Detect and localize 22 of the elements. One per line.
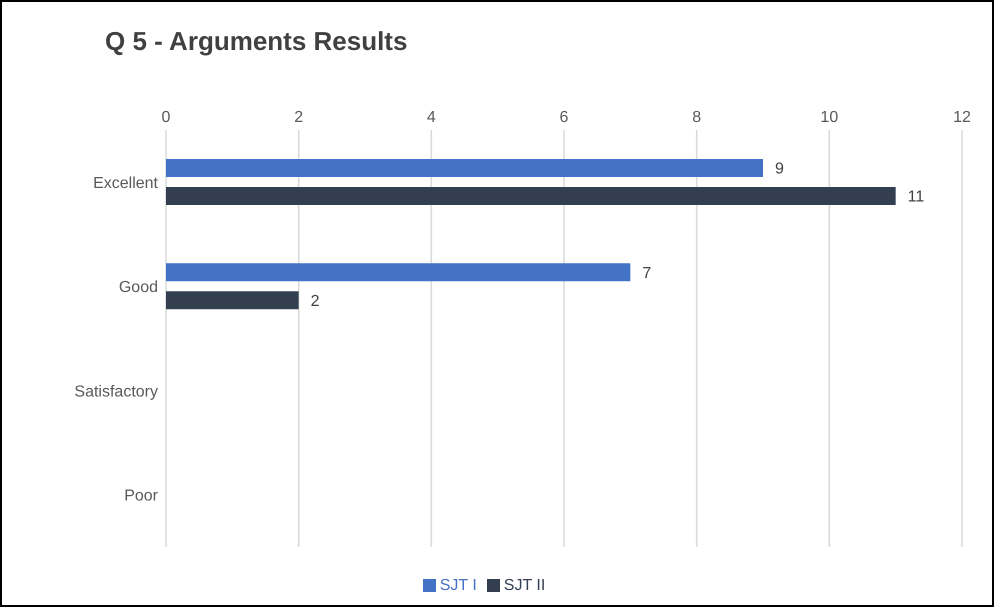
legend-label: SJT II	[504, 577, 546, 594]
bar	[166, 291, 299, 310]
y-tick-label: Poor	[124, 488, 159, 505]
data-label: 11	[908, 188, 924, 206]
chart-title: Q 5 - Arguments Results	[105, 26, 408, 57]
y-tick-label: Good	[118, 279, 158, 296]
data-label: 9	[775, 160, 784, 178]
bar	[166, 263, 630, 282]
x-tick-label: 2	[294, 109, 304, 126]
bar	[166, 159, 763, 177]
data-label: 7	[642, 264, 652, 282]
y-tick-label: Excellent	[93, 174, 159, 192]
x-tick-label: 4	[426, 109, 436, 126]
legend-label: SJT I	[440, 577, 477, 594]
x-tick-label: 6	[560, 109, 569, 126]
x-tick-label: 8	[692, 109, 702, 126]
x-tick-label: 12	[953, 109, 971, 126]
y-tick-label: Satisfactory	[74, 383, 158, 400]
bar	[166, 187, 896, 205]
x-tick-label: 0	[162, 109, 171, 126]
data-label: 2	[310, 292, 320, 310]
x-tick-label: 10	[820, 109, 838, 126]
